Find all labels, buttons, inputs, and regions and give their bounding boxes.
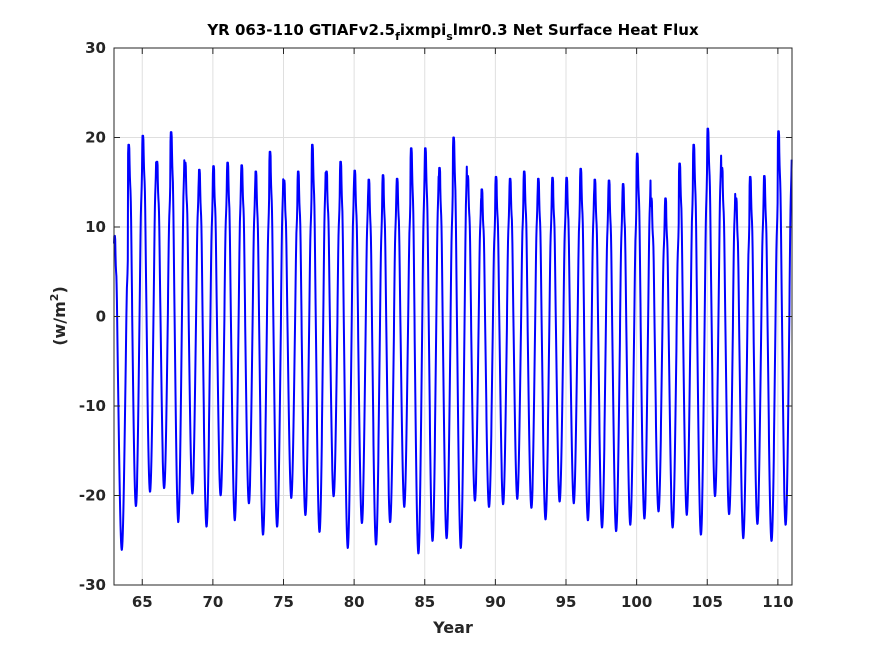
x-tick-label: 70 bbox=[202, 593, 223, 611]
x-tick-label: 100 bbox=[621, 593, 652, 611]
y-tick-label: -20 bbox=[79, 487, 106, 505]
series-line-net-surface-heat-flux bbox=[113, 127, 793, 555]
y-tick-label: 30 bbox=[85, 39, 106, 57]
x-tick-label: 110 bbox=[762, 593, 793, 611]
x-tick-label: 105 bbox=[692, 593, 723, 611]
x-tick-label: 90 bbox=[485, 593, 506, 611]
x-tick-label: 65 bbox=[132, 593, 153, 611]
x-tick-label: 85 bbox=[414, 593, 435, 611]
y-axis-label: (w/m2) bbox=[48, 286, 69, 346]
x-tick-label: 75 bbox=[273, 593, 294, 611]
y-tick-label: 0 bbox=[96, 308, 106, 326]
y-tick-label: -30 bbox=[79, 576, 106, 594]
ticks: 65 70 75 80 85 90 95 100 105 110 -30 -20 -10 0 10 20 30 bbox=[79, 39, 794, 611]
chart-title: YR 063-110 GTIAFv2.5fixmpislmr0.3 Net Su… bbox=[206, 21, 699, 43]
x-tick-label: 80 bbox=[344, 593, 365, 611]
x-tick-label: 95 bbox=[556, 593, 577, 611]
y-tick-label: -10 bbox=[79, 397, 106, 415]
y-tick-label: 10 bbox=[85, 218, 106, 236]
y-tick-label: 20 bbox=[85, 129, 106, 147]
x-axis-label: Year bbox=[432, 618, 473, 637]
